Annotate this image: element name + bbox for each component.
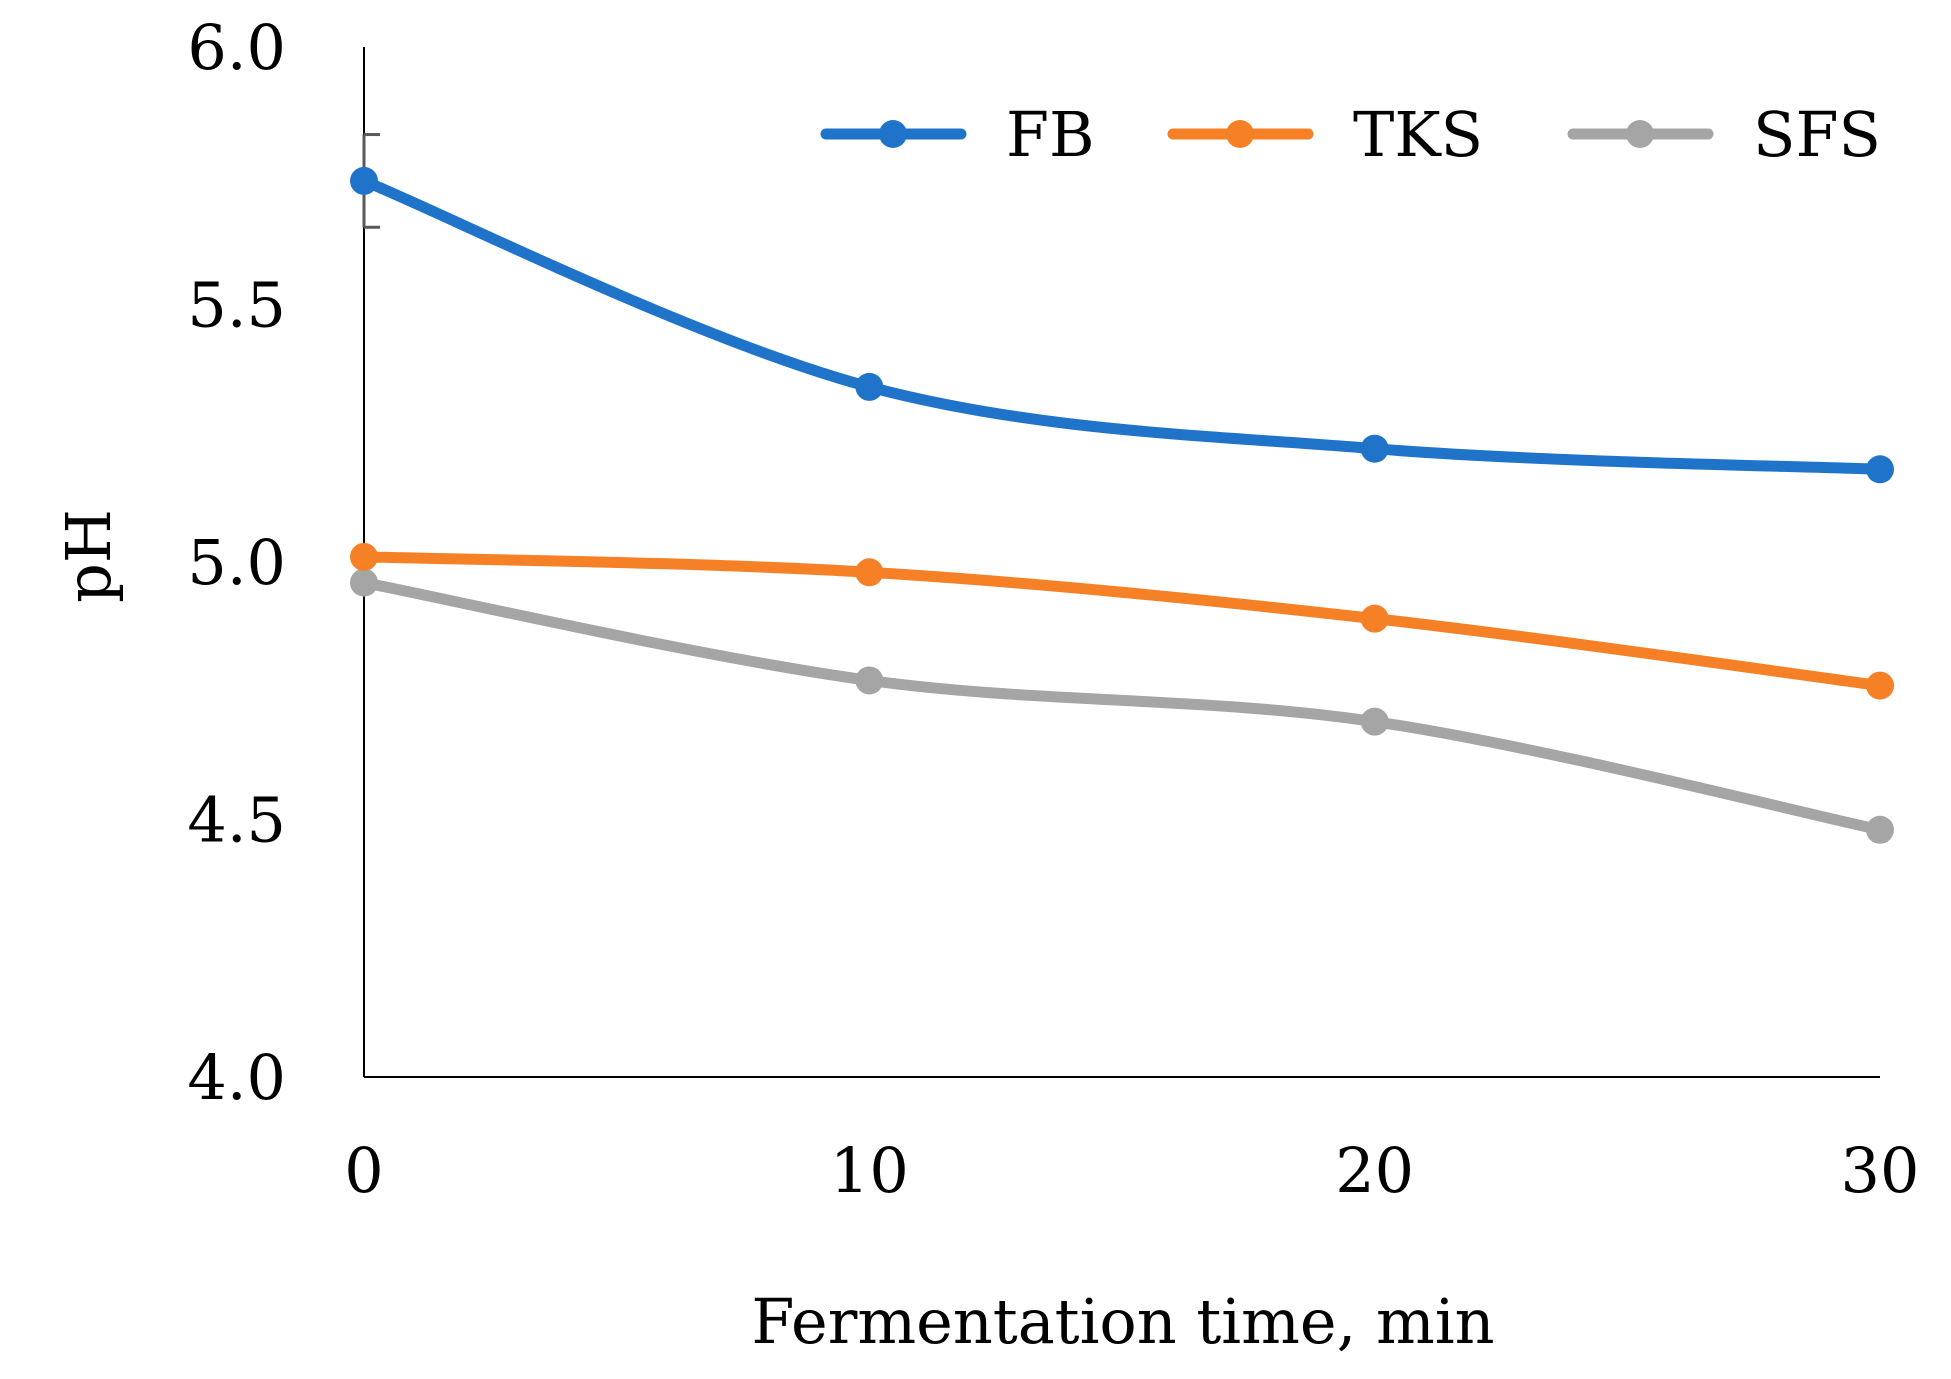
legend-item-fb: FB: [820, 98, 1095, 171]
data-point-sfs: [350, 568, 378, 597]
data-point-fb: [1866, 455, 1894, 484]
x-tick-label: 10: [830, 1134, 909, 1207]
x-tick-label: 30: [1841, 1134, 1920, 1207]
y-tick-label: 6.0: [187, 11, 286, 84]
data-point-fb: [1360, 434, 1389, 463]
data-point-tks: [1360, 604, 1389, 633]
legend-swatch-marker: [1226, 120, 1254, 148]
legend-swatch-marker: [1626, 120, 1654, 148]
series-line-fb: [358, 175, 1886, 475]
legend: FB TKS SFS: [820, 98, 1881, 171]
legend-label: SFS: [1753, 98, 1881, 171]
series-sfs: [350, 568, 1894, 844]
legend-item-sfs: SFS: [1567, 98, 1881, 171]
legend-item-tks: TKS: [1167, 98, 1483, 171]
series-tks: [350, 542, 1894, 700]
y-tick-label: 5.5: [187, 269, 286, 342]
data-point-sfs: [1360, 707, 1389, 736]
y-tick-label: 5.0: [187, 526, 286, 599]
data-point-fb: [855, 372, 884, 401]
x-tick-label: 20: [1335, 1134, 1414, 1207]
data-point-tks: [1866, 671, 1894, 700]
y-axis-ticks: 4.0 4.5 5.0 5.5 6.0: [187, 11, 286, 1114]
y-axis-title: pH: [52, 509, 125, 603]
data-point-fb: [350, 166, 378, 195]
data-point-tks: [350, 542, 378, 571]
data-point-tks: [855, 558, 884, 587]
data-point-sfs: [1866, 815, 1894, 844]
legend-label: TKS: [1353, 98, 1483, 171]
x-axis-ticks: 0 10 20 30: [344, 1134, 1919, 1207]
legend-label: FB: [1006, 98, 1095, 171]
y-tick-label: 4.0: [187, 1041, 286, 1114]
series-line-tks: [358, 551, 1886, 692]
data-point-sfs: [855, 666, 884, 695]
x-tick-label: 0: [344, 1134, 383, 1207]
series-fb: [350, 166, 1894, 484]
x-axis-title: Fermentation time, min: [751, 1285, 1494, 1358]
series-line-sfs: [358, 577, 1886, 836]
series-lines: [350, 166, 1894, 844]
legend-swatch-marker: [879, 120, 907, 148]
y-tick-label: 4.5: [187, 784, 286, 857]
